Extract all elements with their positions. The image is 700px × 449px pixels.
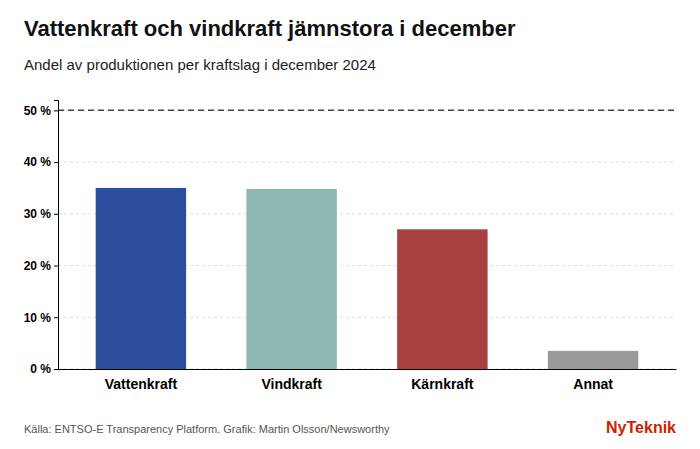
tick-label: 50 % bbox=[24, 104, 52, 118]
subtitle: Andel av produktionen per kraftslag i de… bbox=[24, 56, 376, 73]
y-tick: 50 % bbox=[24, 104, 58, 118]
axis-line bbox=[54, 101, 59, 370]
tick-label: 30 % bbox=[24, 207, 52, 221]
tick-label: Vattenkraft bbox=[105, 376, 178, 392]
plot-area: 0 % 10 % 20 % 30 % 40 % 50 % Vattenkraft Vindkr… bbox=[24, 101, 677, 392]
y-axis: 0 % 10 % 20 % 30 % 40 % 50 % bbox=[24, 101, 59, 377]
title: Vattenkraft och vindkraft jämnstora i de… bbox=[24, 16, 516, 41]
x-tick: Kärnkraft bbox=[411, 376, 474, 392]
x-tick: Annat bbox=[573, 376, 613, 392]
axis-line bbox=[59, 369, 677, 370]
grid-line bbox=[58, 162, 676, 163]
bar bbox=[96, 188, 186, 369]
y-tick: 0 % bbox=[30, 362, 58, 376]
tick-mark bbox=[54, 214, 58, 215]
grid bbox=[58, 110, 676, 369]
tick-label: 10 % bbox=[24, 311, 52, 325]
chart: Vattenkraft och vindkraft jämnstora i de… bbox=[0, 0, 700, 449]
y-tick: 40 % bbox=[24, 155, 58, 169]
tick-label: Vindkraft bbox=[261, 376, 322, 392]
tick-mark bbox=[54, 266, 58, 267]
tick-label: 0 % bbox=[30, 362, 51, 376]
tick-mark bbox=[54, 110, 58, 111]
tick-mark bbox=[54, 162, 58, 163]
reference-line bbox=[58, 110, 676, 112]
tick-mark bbox=[54, 317, 58, 318]
y-tick: 20 % bbox=[24, 259, 58, 273]
tick-label: 40 % bbox=[24, 155, 52, 169]
x-tick: Vattenkraft bbox=[105, 376, 178, 392]
tick-label: 20 % bbox=[24, 259, 52, 273]
marks bbox=[58, 110, 676, 369]
y-tick: 10 % bbox=[24, 311, 58, 325]
bar bbox=[397, 229, 487, 369]
y-tick: 30 % bbox=[24, 207, 58, 221]
logo: NyTeknik bbox=[606, 419, 676, 436]
tick-label: Kärnkraft bbox=[411, 376, 474, 392]
source: Källa: ENTSO-E Transparency Platform. Gr… bbox=[24, 423, 390, 435]
x-axis: Vattenkraft Vindkraft Kärnkraft Annat bbox=[59, 370, 677, 392]
x-tick: Vindkraft bbox=[261, 376, 322, 392]
tick-mark bbox=[54, 369, 58, 370]
grid-line bbox=[58, 110, 676, 111]
tick-label: Annat bbox=[573, 376, 613, 392]
bar bbox=[246, 189, 336, 369]
bar bbox=[548, 351, 638, 369]
